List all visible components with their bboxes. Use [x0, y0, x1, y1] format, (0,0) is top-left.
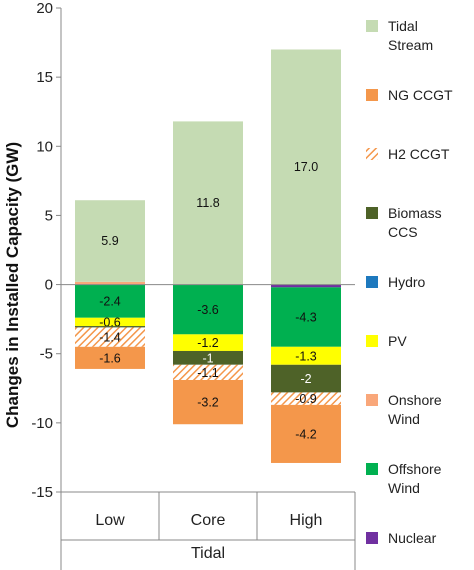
legend-swatch [366, 20, 378, 32]
y-tick-label: -5 [40, 346, 53, 363]
legend-label: PV [388, 333, 407, 349]
data-label: 11.8 [196, 196, 219, 210]
legend-item: Nuclear [366, 530, 437, 546]
legend-swatch [366, 276, 378, 288]
x-axis-title: Tidal [191, 545, 225, 562]
data-label: -1.2 [197, 336, 219, 350]
legend-label: Hydro [388, 274, 426, 290]
bar-offshore-wind [271, 287, 341, 347]
bar-ng-ccgt [75, 346, 145, 369]
y-tick-label: 15 [36, 69, 53, 86]
legend-label: Onshore [388, 392, 442, 408]
legend-item: NG CCGT [366, 87, 453, 103]
bar-h2-ccgt [271, 392, 341, 405]
bar-biomass-ccs [271, 364, 341, 393]
x-category-label: Low [95, 512, 125, 529]
legend-item: Tidal Stream [366, 18, 433, 53]
y-axis-label: Changes in Installed Capacity (GW) [3, 142, 22, 428]
data-label: -1.3 [295, 349, 317, 363]
y-tick-label: -10 [31, 415, 53, 432]
legend-item: Offshore Wind [366, 461, 442, 496]
bar-h2-ccgt [75, 327, 145, 347]
legend-item: Hydro [366, 274, 426, 290]
bar-nuclear [271, 284, 341, 288]
legend-swatch [366, 207, 378, 219]
legend-label: Tidal [388, 18, 418, 34]
data-label: -1 [202, 351, 213, 365]
bar-offshore-wind [75, 284, 145, 318]
bar-biomass-ccs [75, 326, 145, 328]
legend-label: NG CCGT [388, 87, 453, 103]
data-label: -2 [300, 372, 311, 386]
legend-label: Wind [388, 411, 420, 427]
legend-swatch [366, 394, 378, 406]
data-label: -3.2 [197, 396, 219, 410]
bar-offshore-wind [173, 284, 243, 335]
legend-item: Biomass CCS [366, 205, 442, 240]
data-label: -2.4 [99, 295, 121, 309]
data-label: 17.0 [294, 160, 318, 174]
data-label: -3.6 [197, 303, 219, 317]
legend-swatch [366, 335, 378, 347]
data-label: -1.1 [197, 366, 219, 380]
data-label: -0.9 [295, 392, 317, 406]
data-label: -4.2 [295, 427, 317, 441]
bar-pv [173, 334, 243, 351]
legend-swatch [366, 89, 378, 101]
legend-item: PV [366, 333, 407, 349]
bar-biomass-ccs [173, 350, 243, 365]
legend-label: Biomass [388, 205, 442, 221]
legend-swatch [366, 463, 378, 475]
legend-label: CCS [388, 224, 418, 240]
bar-h2-ccgt [173, 364, 243, 380]
y-tick-label: 0 [45, 277, 53, 294]
data-label: -4.3 [295, 311, 317, 325]
data-label: -1.4 [99, 331, 121, 345]
y-tick-label: 20 [36, 0, 53, 17]
y-tick-label: -15 [31, 484, 53, 501]
x-category-label: Core [191, 512, 226, 529]
bar-tidal-stream [271, 49, 341, 285]
legend-swatch [366, 532, 378, 544]
y-tick-label: 5 [45, 207, 53, 224]
legend-swatch [366, 148, 378, 160]
y-tick-label: 10 [36, 138, 53, 155]
bar-pv [271, 346, 341, 365]
data-label: -0.6 [99, 315, 121, 329]
bar-onshore-wind [75, 281, 145, 285]
bar-tidal-stream [173, 121, 243, 285]
data-label: -1.6 [99, 351, 121, 365]
x-category-label: High [290, 512, 323, 529]
bar-tidal-stream [75, 200, 145, 282]
legend-item: H2 CCGT [366, 146, 450, 162]
legend-label: Offshore [388, 461, 442, 477]
legend-label: Wind [388, 480, 420, 496]
data-label: 5.9 [101, 234, 118, 248]
legend-item: Onshore Wind [366, 392, 442, 427]
legend-label: Nuclear [388, 530, 437, 546]
legend-label: Stream [388, 37, 433, 53]
bar-pv [75, 317, 145, 327]
bar-ng-ccgt [173, 379, 243, 425]
legend-label: H2 CCGT [388, 146, 450, 162]
bar-ng-ccgt [271, 404, 341, 463]
